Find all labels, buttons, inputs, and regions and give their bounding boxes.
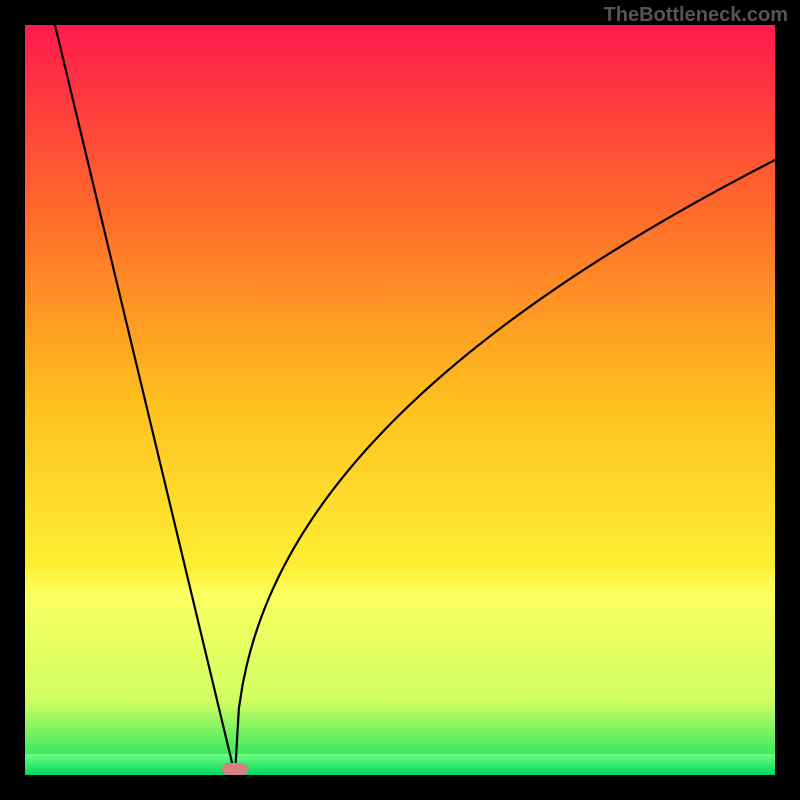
chart-frame: TheBottleneck.com xyxy=(0,0,800,800)
plot-area xyxy=(25,25,775,775)
minimum-marker xyxy=(222,763,248,775)
bottleneck-curve xyxy=(25,25,775,775)
watermark-text: TheBottleneck.com xyxy=(604,4,788,27)
curve-path xyxy=(55,25,775,775)
